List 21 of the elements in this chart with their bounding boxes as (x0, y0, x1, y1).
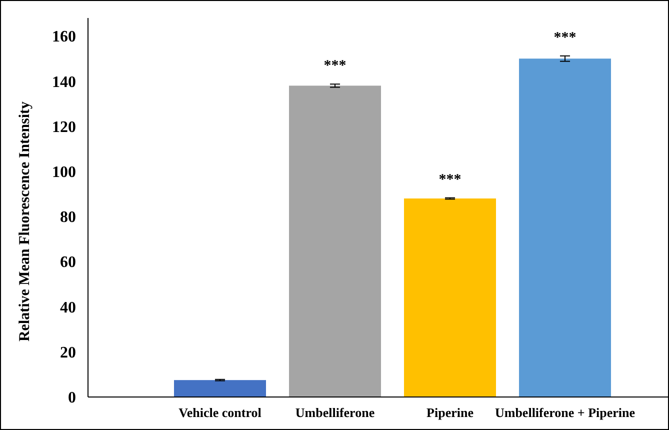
annotation: *** (554, 30, 576, 46)
x-tick-label: Umbelliferone + Piperine (494, 405, 636, 420)
y-tick-label: 160 (52, 28, 76, 46)
y-tick-label: 0 (68, 390, 76, 407)
y-tick-label: 60 (60, 254, 76, 272)
y-tick-label: 40 (60, 299, 76, 316)
x-tick-label: Umbelliferone (295, 405, 375, 420)
y-tick-label: 140 (52, 74, 76, 91)
y-tick-label: 20 (60, 344, 76, 362)
x-tick-label: Piperine (426, 405, 474, 420)
bar (404, 198, 496, 397)
bar (289, 86, 381, 397)
y-axis-title: Relative Mean Fluorescence Intensity (17, 100, 33, 342)
annotation: *** (324, 58, 346, 74)
y-tick-label: 80 (60, 209, 76, 226)
x-tick-label: Vehicle control (178, 405, 262, 420)
y-tick-label: 100 (52, 164, 76, 182)
bar (174, 380, 266, 397)
annotation: *** (438, 172, 462, 188)
bar (519, 58, 611, 397)
y-tick-label: 120 (52, 118, 76, 136)
